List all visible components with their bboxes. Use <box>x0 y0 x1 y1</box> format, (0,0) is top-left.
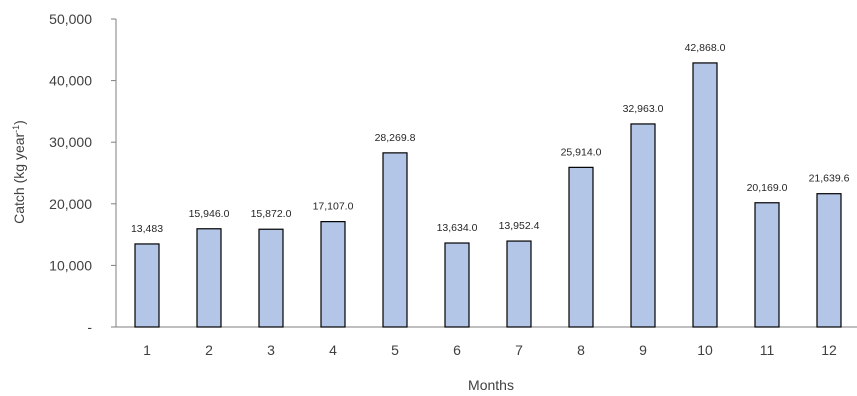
data-label: 13,634.0 <box>437 222 478 234</box>
data-label: 42,868.0 <box>685 42 726 54</box>
bar-month-8 <box>568 166 594 328</box>
y-axis-title-main: Catch (kg year <box>11 132 27 223</box>
data-label: 17,107.0 <box>313 201 354 213</box>
data-label: 15,872.0 <box>251 208 292 220</box>
y-axis-title-close: ) <box>11 120 27 125</box>
data-label: 15,946.0 <box>189 208 230 220</box>
bar-month-6 <box>444 242 470 328</box>
x-tick-label: 2 <box>205 342 213 358</box>
x-tick-label: 9 <box>639 342 647 358</box>
y-tick-label: 50,000 <box>49 11 92 27</box>
x-axis: 1 2 3 4 5 6 7 8 9 10 11 12 <box>116 326 857 358</box>
x-tick-label: 1 <box>143 342 151 358</box>
bar-month-1 <box>134 243 160 328</box>
y-tick-label: 40,000 <box>49 73 92 89</box>
data-label: 20,169.0 <box>747 182 788 194</box>
y-tick-label: 20,000 <box>49 196 92 212</box>
data-label: 25,914.0 <box>561 146 602 158</box>
y-tick-label: 10,000 <box>49 257 92 273</box>
data-label: 21,639.6 <box>809 173 850 185</box>
x-tick-label: 8 <box>577 342 585 358</box>
x-tick-label: 4 <box>329 342 337 358</box>
x-axis-title: Months <box>468 377 514 393</box>
bar-month-11 <box>754 202 780 328</box>
y-axis: - 10,000 20,000 30,000 40,000 50,000 <box>49 11 117 335</box>
data-label: 13,483 <box>131 223 163 235</box>
x-tick-label: 5 <box>391 342 399 358</box>
x-tick-label: 6 <box>453 342 461 358</box>
data-label: 13,952.4 <box>499 220 540 232</box>
data-labels: 13,483 15,946.0 15,872.0 17,107.0 28,269.8 13… <box>131 42 850 235</box>
x-tick-label: 7 <box>515 342 523 358</box>
y-tick-label: - <box>87 319 92 335</box>
bar-month-5 <box>382 152 408 328</box>
bar-month-2 <box>196 228 222 328</box>
bars <box>134 62 842 328</box>
x-tick-label: 11 <box>760 342 775 358</box>
y-tick-label: 30,000 <box>49 134 92 150</box>
bar-month-10 <box>692 62 718 328</box>
y-axis-title: Catch (kg year-1) <box>11 120 27 224</box>
y-axis-title-sup: -1 <box>11 125 21 133</box>
data-label: 28,269.8 <box>375 132 416 144</box>
bar-month-7 <box>506 240 532 328</box>
bar-month-4 <box>320 221 346 328</box>
x-tick-label: 10 <box>697 342 713 358</box>
bar-month-12 <box>816 193 842 328</box>
bar-month-3 <box>258 228 284 328</box>
x-tick-label: 3 <box>267 342 275 358</box>
bar-month-9 <box>630 123 656 328</box>
x-tick-label: 12 <box>821 342 837 358</box>
data-label: 32,963.0 <box>623 103 664 115</box>
